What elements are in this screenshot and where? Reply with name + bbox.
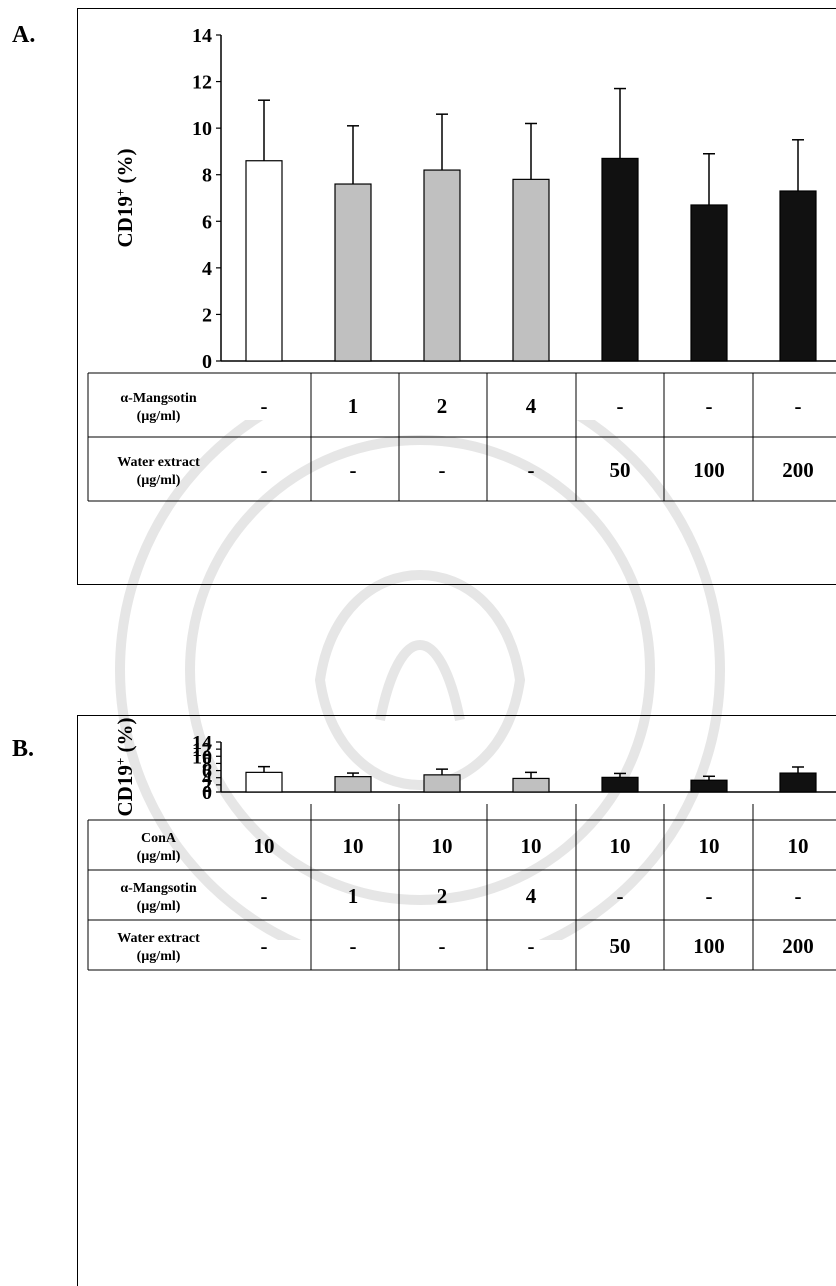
panel-b-table-row-label: Water extract bbox=[117, 931, 200, 946]
panel-a-table-cell: - bbox=[439, 458, 446, 482]
panel-b-y-tick-label: 10 bbox=[192, 746, 212, 768]
panel-b-table-cell: 4 bbox=[526, 884, 537, 908]
panel-b-letter: B. bbox=[12, 736, 35, 762]
panel-b-table-cell: 10 bbox=[521, 834, 542, 858]
panel-b-y-tick-label: 8 bbox=[202, 753, 212, 775]
panel-a-table-cell: - bbox=[350, 458, 357, 482]
panel-b-table-cell: - bbox=[528, 934, 535, 958]
panel-a-table-cell: 4 bbox=[526, 394, 537, 418]
panel-a-y-tick-label: 6 bbox=[202, 211, 212, 233]
panel-b-table-cell: - bbox=[439, 934, 446, 958]
panel-a-y-tick-label: 14 bbox=[192, 25, 212, 47]
panel-b-table-cell: - bbox=[261, 884, 268, 908]
panel-a-bar bbox=[779, 190, 817, 362]
panel-b-y-tick-label: 2 bbox=[202, 775, 212, 797]
panel-b-y-tick-label: 4 bbox=[202, 768, 212, 790]
panel-b-table-cell: - bbox=[617, 884, 624, 908]
panel-b-table-cell: 10 bbox=[699, 834, 720, 858]
panel-b-y-tick-label: 6 bbox=[202, 761, 212, 783]
panel-b-bar bbox=[334, 776, 372, 793]
panel-a-table-cell: - bbox=[706, 394, 713, 418]
panel-b-bar bbox=[601, 776, 639, 793]
panel-b-bar bbox=[779, 772, 817, 793]
panel-b-y-tick-label: 14 bbox=[192, 732, 212, 754]
panel-a-frame bbox=[77, 8, 836, 585]
panel-a-y-tick-label: 10 bbox=[192, 118, 212, 140]
panel-a-y-tick-label: 8 bbox=[202, 165, 212, 187]
panel-b-bar bbox=[512, 777, 550, 793]
panel-b-table-cell: - bbox=[261, 934, 268, 958]
panel-a-y-tick-label: 2 bbox=[202, 304, 212, 326]
panel-a-table-cell: 2 bbox=[437, 394, 448, 418]
panel-a-bar bbox=[601, 157, 639, 362]
panel-a-table-row-unit: (µg/ml) bbox=[137, 473, 181, 488]
panel-a-table-cell: - bbox=[795, 394, 802, 418]
panel-b-table-cell: 10 bbox=[610, 834, 631, 858]
panel-a-y-tick-label: 4 bbox=[202, 258, 212, 280]
panel-b-table-row-unit: (µg/ml) bbox=[137, 849, 181, 864]
panel-a-bar bbox=[423, 169, 461, 362]
panel-a-table-cell: - bbox=[261, 458, 268, 482]
panel-b-bar bbox=[690, 779, 728, 793]
panel-a-table-cell: 100 bbox=[693, 458, 725, 482]
panel-b-frame bbox=[77, 715, 836, 1286]
panel-b-table-cell: 10 bbox=[254, 834, 275, 858]
panel-b-table-cell: 2 bbox=[437, 884, 448, 908]
panel-a-table-cell: 50 bbox=[610, 458, 631, 482]
panel-a-bar bbox=[334, 183, 372, 362]
panel-a-bar bbox=[690, 204, 728, 362]
panel-b-table-cell: 100 bbox=[693, 934, 725, 958]
panel-a-bar bbox=[512, 178, 550, 362]
panel-b-table-cell: - bbox=[706, 884, 713, 908]
panel-b-table-cell: 10 bbox=[432, 834, 453, 858]
panel-a-letter: A. bbox=[12, 22, 36, 48]
panel-a-table-cell: - bbox=[617, 394, 624, 418]
panel-b-y-tick-label: 12 bbox=[192, 739, 212, 761]
panel-a-table-cell: - bbox=[528, 458, 535, 482]
panel-b-table-row-unit: (µg/ml) bbox=[137, 949, 181, 964]
panel-b-table-cell: 50 bbox=[610, 934, 631, 958]
panel-b-bar bbox=[423, 774, 461, 793]
panel-a-table-cell: 1 bbox=[348, 394, 359, 418]
panel-b-y-tick-label: 0 bbox=[202, 782, 212, 804]
panel-b-table-cell: 10 bbox=[343, 834, 364, 858]
panel-a-table-row-unit: (µg/ml) bbox=[137, 409, 181, 424]
panel-b-table-row-label: ConA bbox=[141, 831, 177, 846]
panel-a-y-axis-label: CD19+ (%) bbox=[113, 148, 138, 247]
panel-b-table-cell: 1 bbox=[348, 884, 359, 908]
panel-a-table-cell: - bbox=[261, 394, 268, 418]
panel-b-table-cell: 10 bbox=[788, 834, 809, 858]
panel-a-table-row-label: α-Mangsotin bbox=[120, 391, 196, 406]
panel-b-bar bbox=[245, 771, 283, 793]
panel-a-table-row-label: Water extract bbox=[117, 455, 200, 470]
panel-a-y-tick-label: 12 bbox=[192, 72, 212, 94]
panel-b-table-cell: - bbox=[795, 884, 802, 908]
panel-b-table-cell: 200 bbox=[782, 934, 814, 958]
panel-b-y-axis-label: CD19+ (%) bbox=[113, 717, 138, 816]
panel-b-table-row-label: α-Mangsotin bbox=[120, 881, 196, 896]
panel-a-y-tick-label: 0 bbox=[202, 351, 212, 373]
panel-b-table-cell: - bbox=[350, 934, 357, 958]
panel-a-table-cell: 200 bbox=[782, 458, 814, 482]
panel-b-table-row-unit: (µg/ml) bbox=[137, 899, 181, 914]
